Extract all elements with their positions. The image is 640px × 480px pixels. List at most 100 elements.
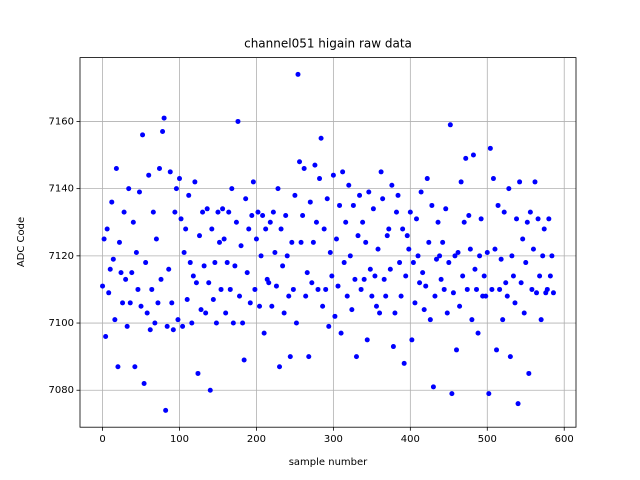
point [466, 213, 472, 219]
point [441, 286, 447, 292]
point [204, 206, 210, 212]
point [340, 169, 346, 175]
point [120, 300, 126, 306]
point [472, 266, 478, 272]
point [124, 323, 130, 329]
point [540, 253, 546, 259]
point [401, 360, 407, 366]
point [544, 286, 550, 292]
point [517, 179, 523, 185]
point [326, 323, 332, 329]
point [156, 165, 162, 171]
point [335, 283, 341, 289]
point [217, 239, 223, 245]
point [443, 206, 449, 212]
point [243, 196, 249, 202]
point [112, 317, 118, 323]
point [103, 333, 109, 339]
point [500, 317, 506, 323]
point [318, 135, 324, 141]
point [524, 219, 530, 225]
point [512, 300, 518, 306]
point [138, 303, 144, 309]
point [337, 202, 343, 208]
point [116, 239, 122, 245]
point [280, 263, 286, 269]
x-tick-label: 400 [401, 434, 420, 445]
x-axis-label: sample number [289, 457, 368, 468]
y-axis-label: ADC Code [16, 217, 27, 267]
point [423, 283, 429, 289]
point [506, 186, 512, 192]
point [475, 330, 481, 336]
point [461, 219, 467, 225]
x-tick-label: 600 [555, 434, 574, 445]
point [367, 266, 373, 272]
point [272, 249, 278, 255]
point [167, 169, 173, 175]
point [484, 249, 490, 255]
point [377, 310, 383, 316]
point [361, 276, 367, 282]
point [375, 246, 381, 252]
point [550, 290, 556, 296]
point [370, 206, 376, 212]
plot-frame [79, 57, 577, 428]
x-tick-label: 500 [478, 434, 497, 445]
point [212, 260, 218, 266]
point [184, 297, 190, 303]
point [486, 391, 492, 397]
point [164, 323, 170, 329]
point [146, 172, 152, 178]
point [267, 219, 273, 225]
point [457, 303, 463, 309]
point [347, 253, 353, 259]
point [355, 233, 361, 239]
point [132, 364, 138, 370]
y-tick-label: 7160 [49, 116, 74, 127]
point [397, 260, 403, 266]
point [490, 176, 496, 182]
point [534, 290, 540, 296]
point [196, 233, 202, 239]
point [492, 246, 498, 252]
point [435, 219, 441, 225]
point [107, 266, 113, 272]
point [170, 327, 176, 333]
point [126, 186, 132, 192]
point [175, 317, 181, 323]
point [200, 209, 206, 215]
point [229, 186, 235, 192]
point [235, 118, 241, 124]
point [518, 280, 524, 286]
point [384, 233, 390, 239]
point [172, 209, 178, 215]
point [141, 381, 147, 387]
point [136, 189, 142, 195]
point [275, 186, 281, 192]
point [415, 253, 421, 259]
point [521, 310, 527, 316]
point [392, 310, 398, 316]
point [546, 216, 552, 222]
point [535, 216, 541, 222]
point [233, 219, 239, 225]
point [104, 226, 110, 232]
point [269, 303, 275, 309]
point [503, 280, 509, 286]
point [329, 273, 335, 279]
point [437, 253, 443, 259]
point [497, 286, 503, 292]
point [129, 270, 135, 276]
point [346, 182, 352, 188]
point [341, 260, 347, 266]
point [332, 313, 338, 319]
point [460, 273, 466, 279]
point [324, 196, 330, 202]
point [133, 249, 139, 255]
point [109, 199, 115, 205]
point [386, 226, 392, 232]
point [320, 303, 326, 309]
point [100, 283, 106, 289]
point [358, 286, 364, 292]
